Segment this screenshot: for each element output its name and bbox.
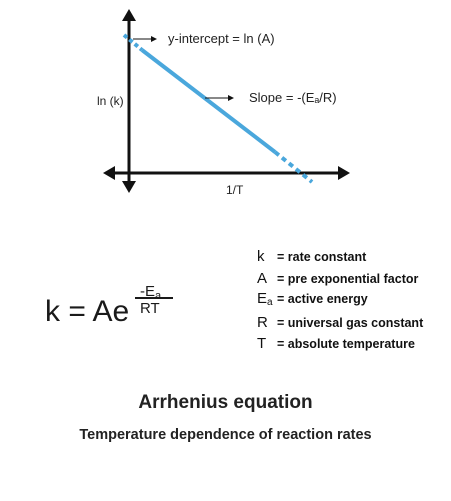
trend-line-dash-start: [122, 33, 144, 52]
formula-exponent-numerator-text: -E: [140, 283, 155, 300]
diagram-title: Arrhenius equation: [138, 392, 313, 413]
legend-definition: = rate constant: [277, 250, 367, 264]
slope-arrow-head-icon: [228, 95, 234, 101]
legend-symbol: T: [257, 335, 277, 352]
formula-exponent-denominator: RT: [140, 300, 160, 317]
legend-definition: = pre exponential factor: [277, 272, 419, 286]
legend-row-ea: Ea = active energy: [257, 290, 368, 308]
legend-symbol-sub: a: [267, 297, 273, 308]
y-axis-arrow-down-icon: [122, 181, 136, 193]
slope-label: Slope = -(Eₐ/R): [249, 90, 337, 105]
formula-exponent-numerator-sub: a: [155, 290, 162, 302]
legend-symbol-text: R: [257, 314, 268, 331]
legend-symbol: R: [257, 314, 277, 331]
x-axis-arrow-right-icon: [338, 166, 350, 180]
legend-row-k: k = rate constant: [257, 248, 366, 265]
formula-fraction-bar: [135, 297, 173, 299]
arrhenius-plot: [103, 9, 350, 193]
legend-row-a: A = pre exponential factor: [257, 270, 418, 287]
legend-symbol-text: k: [257, 248, 265, 265]
x-axis-label: 1/T: [226, 183, 244, 197]
y-axis-arrow-up-icon: [122, 9, 136, 21]
intercept-arrow-head-icon: [151, 36, 157, 42]
legend-definition: = active energy: [277, 292, 368, 306]
trend-line-dash-end: [273, 150, 314, 184]
legend-symbol-text: E: [257, 290, 268, 307]
legend-symbol: A: [257, 270, 277, 287]
formula-lhs: k = Ae: [45, 295, 130, 328]
trend-line: [140, 48, 277, 154]
legend-symbol-text: T: [257, 335, 267, 352]
intercept-label: y-intercept = ln (A): [168, 31, 275, 46]
legend-definition: = absolute temperature: [277, 337, 415, 351]
x-axis-arrow-left-icon: [103, 166, 115, 180]
legend-row-r: R = universal gas constant: [257, 314, 423, 331]
legend-symbol: Ea: [257, 290, 277, 308]
legend-symbol-text: A: [257, 270, 268, 287]
y-axis-label: ln (k): [97, 94, 124, 108]
legend-symbol: k: [257, 248, 277, 265]
formula-exponent-numerator: -Ea: [140, 283, 161, 302]
legend-definition: = universal gas constant: [277, 316, 424, 330]
legend-row-t: T = absolute temperature: [257, 335, 415, 352]
diagram-subtitle: Temperature dependence of reaction rates: [79, 427, 372, 443]
